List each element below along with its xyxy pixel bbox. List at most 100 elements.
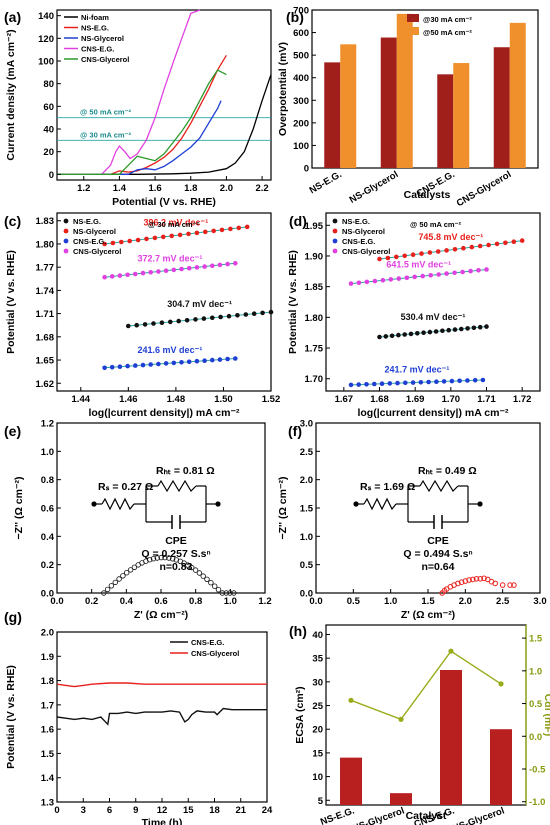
data-point [203, 229, 208, 235]
y-axis-label: Potential (V vs. RHE) [5, 665, 17, 769]
bar-@30 mA cm⁻² [324, 62, 341, 168]
x-tick-label: 1.4 [113, 183, 127, 194]
y-axis-label: Current density (mA cm⁻²) [5, 29, 17, 160]
data-point [163, 268, 169, 274]
data-point [364, 382, 369, 387]
data-point [435, 249, 441, 254]
series-CNS-Glycerol [57, 69, 227, 175]
data-point [235, 313, 240, 318]
x-tick-label: 1.2 [258, 596, 271, 607]
x-tick-label: 0.0 [309, 596, 322, 607]
x-tick-label: 6 [107, 805, 112, 816]
data-point [412, 274, 418, 280]
x-tick-label: 1.67 [335, 394, 354, 405]
data-point [202, 358, 207, 364]
plot-frame [325, 212, 541, 392]
y-tick-label: 100 [38, 57, 54, 68]
legend-label: NS-Glycerol [73, 227, 116, 236]
data-point [217, 357, 223, 362]
slope-label: 372.7 mV dec⁻¹ [138, 253, 203, 263]
bar-@30 mA cm⁻² [437, 74, 454, 168]
panel-a-current-density-chart: @ 50 mA cm⁻² @ 30 mA cm⁻² Ni-foam NS-E.G.NS… [4, 9, 272, 208]
legend-label: NS-E.G. [81, 24, 109, 33]
bar-ecsa [440, 670, 462, 805]
y-axis-label: Overpotential (mV) [277, 42, 289, 136]
data-point [218, 314, 223, 320]
y2-tick-label: -1.0 [529, 797, 545, 808]
legend-label: CNS-E.G. [342, 237, 375, 246]
y-tick-label: 40 [43, 125, 54, 136]
x-axis-label: Potential (V vs. RHE) [112, 196, 216, 208]
y-tick-label: 0.6 [41, 504, 54, 515]
data-point [171, 267, 177, 273]
data-point [156, 361, 161, 367]
data-point [233, 356, 238, 361]
data-point [102, 241, 107, 247]
y-tick-label: 5 [318, 796, 324, 807]
data-point [171, 360, 177, 366]
y-tick-label: 1.83 [36, 216, 55, 227]
data-point [217, 262, 223, 268]
x-axis-label: Z' (Ω cm⁻²) [134, 609, 188, 621]
bar-ecsa [340, 757, 362, 805]
x-tick-label: 1.8 [184, 183, 197, 194]
data-point [481, 575, 487, 582]
legend-swatch [63, 228, 69, 234]
legend-label: Ni-foam [81, 13, 109, 22]
bar-@50 mA cm⁻² [509, 22, 526, 168]
data-point [243, 312, 249, 317]
data-point [104, 586, 111, 593]
data-point [201, 316, 207, 321]
data-point [179, 266, 184, 272]
data-point [127, 567, 134, 573]
y2-axis-label: Cdl (mF) [542, 694, 550, 737]
data-point [151, 321, 156, 326]
legend-swatch [332, 218, 338, 224]
data-point [444, 248, 449, 253]
y-tick-label: 1.65 [36, 356, 55, 367]
data-point [434, 379, 439, 385]
x-axis-label: Z' (Ω cm⁻²) [401, 609, 455, 621]
y-tick-label: 140 [38, 11, 54, 22]
data-point [163, 361, 169, 366]
data-point [120, 573, 126, 579]
data-point [166, 555, 172, 561]
data-point [184, 318, 190, 323]
legend-label: @30 mA cm⁻² [423, 15, 472, 24]
y-tick-label: 0.5 [300, 560, 314, 571]
y-tick-label: 1.70 [305, 374, 324, 385]
data-point [379, 381, 385, 387]
circuit-rct-label: Rₕₜ = 0.49 Ω [418, 465, 477, 477]
data-point [486, 242, 491, 248]
y2-tick-label: 0.0 [529, 732, 542, 743]
y-tick-label: 1.0 [41, 447, 54, 458]
x-tick-label: 15 [183, 805, 194, 816]
slope-label: 304.7 mV dec⁻¹ [167, 299, 232, 309]
series-cdl-line [350, 650, 502, 721]
data-point [152, 235, 158, 241]
data-point [210, 263, 215, 269]
y-tick-label: 0.2 [41, 560, 54, 571]
data-point [389, 333, 395, 339]
data-point [348, 382, 354, 388]
panel-h-ecsa-chart: NS-E.G.NS-Glycerol CNS-E.G.CNS-Glycerol51… [289, 623, 550, 825]
data-point [102, 365, 107, 371]
slope-label: 641.5 mV dec⁻¹ [386, 260, 451, 270]
circuit-resistor-rct [157, 479, 197, 493]
data-point [134, 322, 139, 328]
data-point [460, 269, 465, 275]
data-point [144, 236, 149, 242]
y-tick-label: 600 [293, 28, 309, 39]
data-point [116, 576, 122, 582]
data-point [385, 255, 391, 261]
data-point [404, 275, 410, 281]
y-tick-label: 500 [293, 51, 309, 62]
legend-label: @50 mA cm⁻² [423, 28, 472, 37]
category-label: NS-Glycerol [348, 169, 401, 206]
x-axis-label: Catalysts [404, 189, 451, 201]
data-point [109, 364, 115, 370]
bar-@50 mA cm⁻² [453, 63, 470, 168]
panel-label: (e) [4, 423, 21, 439]
y2-tick-label: 1.5 [529, 634, 543, 645]
data-point [441, 379, 447, 384]
